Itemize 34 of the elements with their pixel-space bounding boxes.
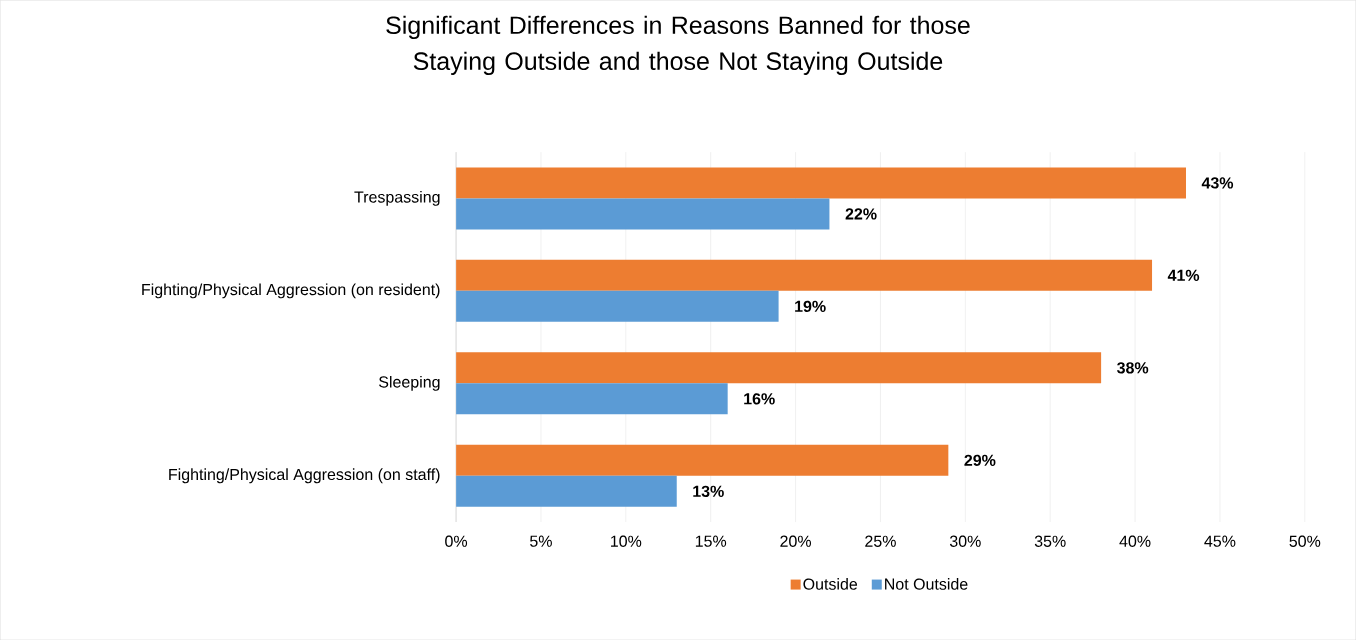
bar <box>456 383 728 415</box>
data-label: 19% <box>795 300 826 312</box>
x-tick-label: 5% <box>530 535 552 547</box>
bar <box>456 475 677 507</box>
chart-title: Significant Differences in Reasons Banned for those Staying Outside and those Not Staying Outside <box>386 15 970 75</box>
y-tick-label: Fighting/Physical Aggression (on staff) <box>169 468 440 484</box>
x-tick-label: 0% <box>445 535 468 547</box>
x-tick-label: 10% <box>611 535 642 547</box>
legend-label: Outside <box>803 577 858 590</box>
bar <box>456 290 779 322</box>
x-tick-label: 50% <box>1289 535 1321 547</box>
y-tick-label: Trespassing <box>354 190 440 206</box>
data-label: 38% <box>1117 362 1149 374</box>
data-label: 22% <box>845 208 877 220</box>
data-label: 41% <box>1167 269 1200 281</box>
bar <box>456 444 949 476</box>
x-tick-label: 20% <box>780 535 812 547</box>
x-tick-label: 15% <box>695 535 727 547</box>
data-label: 16% <box>744 393 775 405</box>
bar <box>456 198 830 230</box>
bar <box>456 259 1153 291</box>
x-tick-label: 35% <box>1034 535 1066 547</box>
data-label: 29% <box>964 454 996 466</box>
y-tick-label: Sleeping <box>379 375 440 391</box>
y-tick-label: Fighting/Physical Aggression (on resident) <box>142 283 440 299</box>
bar <box>456 167 1186 199</box>
x-tick-label: 45% <box>1204 535 1236 547</box>
x-tick-label: 40% <box>1119 535 1151 547</box>
legend-label: Not Outside <box>885 577 968 590</box>
data-label: 13% <box>693 485 724 497</box>
x-tick-label: 30% <box>949 535 981 547</box>
bar <box>456 352 1102 384</box>
x-tick-label: 25% <box>865 535 896 547</box>
data-label: 43% <box>1201 177 1234 189</box>
